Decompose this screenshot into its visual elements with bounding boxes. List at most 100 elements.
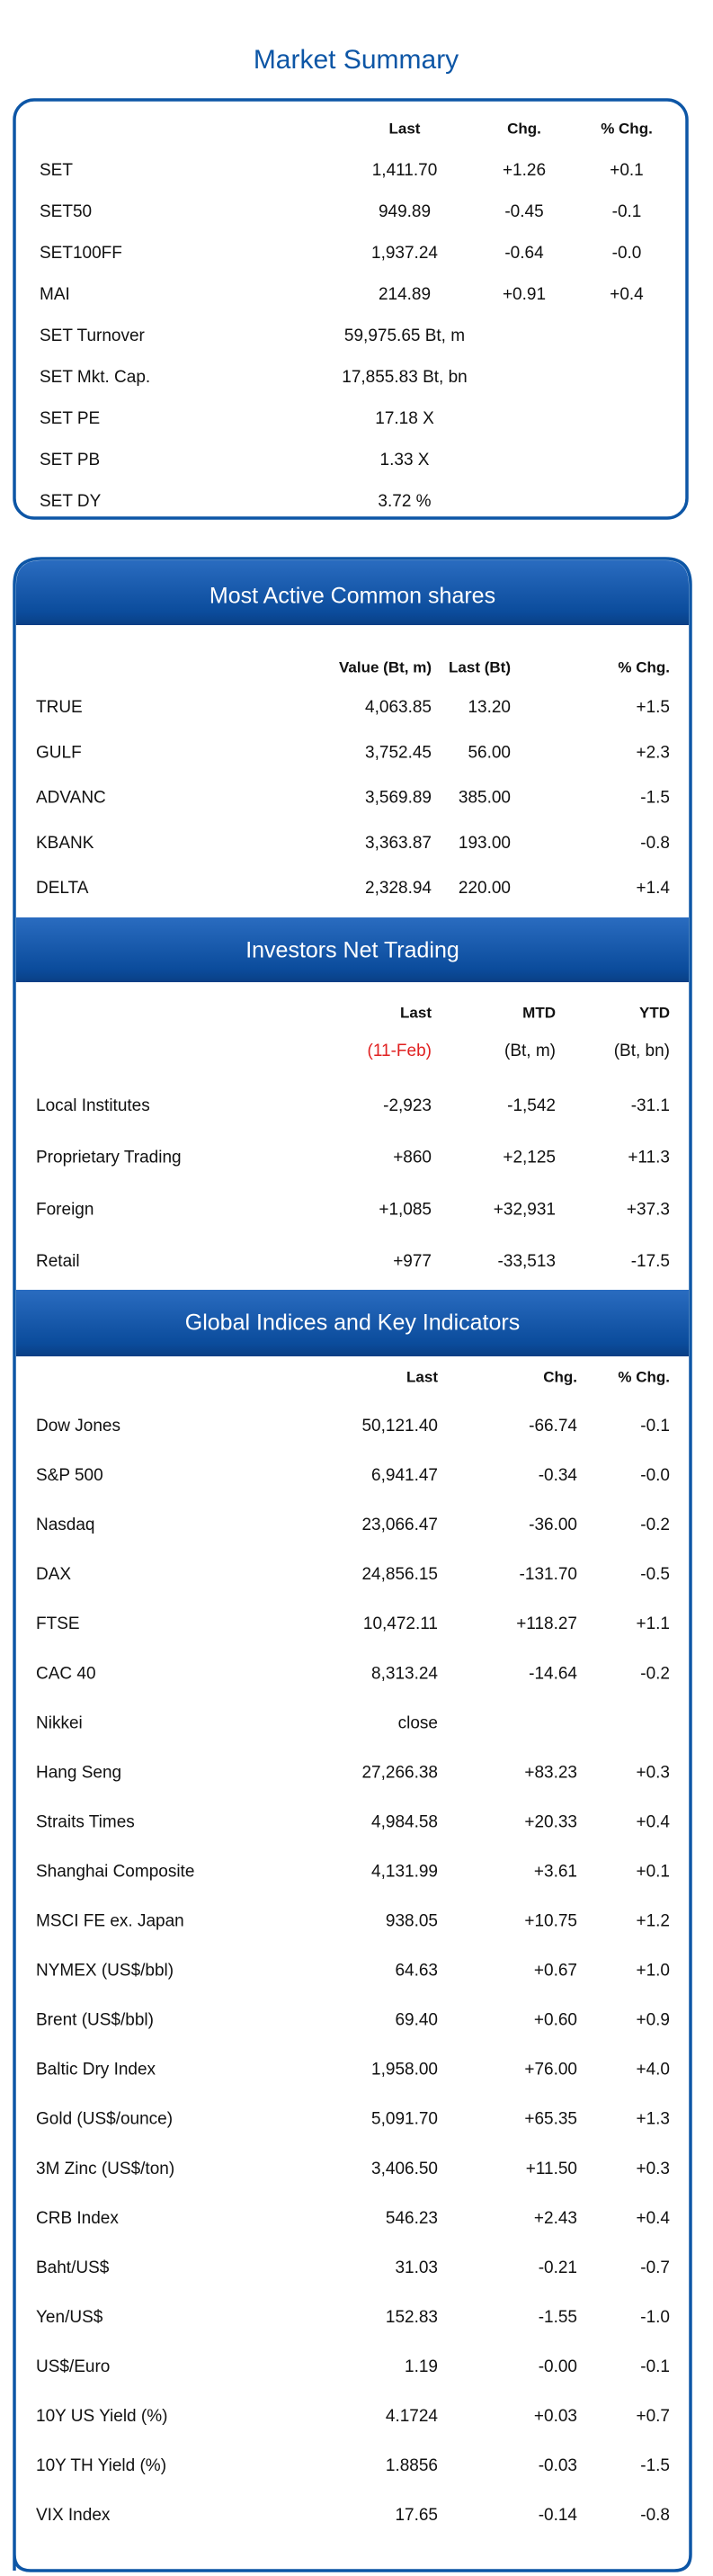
row-label: Proprietary Trading xyxy=(36,1149,182,1167)
cell: +11.3 xyxy=(628,1149,670,1167)
row-label: SET xyxy=(40,161,73,180)
row-label: Retail xyxy=(36,1252,80,1271)
column-header: Value (Bt, m) xyxy=(339,658,432,675)
cell: -0.64 xyxy=(504,244,544,263)
column-subheader: (Bt, m) xyxy=(504,1042,556,1060)
cell: +20.33 xyxy=(524,1812,577,1831)
row-label: Foreign xyxy=(36,1200,94,1219)
cell: 3,752.45 xyxy=(365,743,432,762)
cell: +1.26 xyxy=(503,161,546,180)
cell: 4,984.58 xyxy=(371,1812,438,1831)
column-header: Last (Bt) xyxy=(449,658,511,675)
cell: +1,085 xyxy=(379,1200,432,1219)
cell: 69.40 xyxy=(395,2011,438,2030)
cell: 13.20 xyxy=(468,698,511,717)
cell: +0.4 xyxy=(610,285,644,304)
cell: 152.83 xyxy=(386,2308,438,2327)
cell: 1.33 X xyxy=(380,451,430,470)
cell: +0.3 xyxy=(636,2160,670,2178)
cell: +1.0 xyxy=(636,1962,670,1981)
cell: +32,931 xyxy=(494,1200,556,1219)
cell: 3.72 % xyxy=(378,492,431,511)
column-header: Last xyxy=(389,120,421,137)
row-label: TRUE xyxy=(36,698,83,717)
cell: 6,941.47 xyxy=(371,1466,438,1485)
row-label: VIX Index xyxy=(36,2506,111,2525)
cell: +0.3 xyxy=(636,1763,670,1782)
column-header: Chg. xyxy=(543,1368,577,1385)
row-label: Shanghai Composite xyxy=(36,1862,194,1881)
cell: 50,121.40 xyxy=(361,1417,438,1436)
cell: 193.00 xyxy=(459,834,511,853)
band xyxy=(16,1290,689,1356)
row-label: SET DY xyxy=(40,492,102,511)
row-label: Dow Jones xyxy=(36,1417,120,1436)
row-label: 10Y US Yield (%) xyxy=(36,2407,167,2426)
cell: 5,091.70 xyxy=(371,2110,438,2129)
cell: +1.3 xyxy=(636,2110,670,2129)
row-label: Local Institutes xyxy=(36,1096,150,1115)
cell: 8,313.24 xyxy=(371,1664,438,1683)
cell: 1.19 xyxy=(405,2357,438,2376)
cell: +83.23 xyxy=(524,1763,577,1782)
row-label: SET Mkt. Cap. xyxy=(40,368,150,387)
cell: 10,472.11 xyxy=(363,1614,438,1633)
section-title: Most Active Common shares xyxy=(209,584,495,609)
row-label: SET50 xyxy=(40,202,92,221)
cell: -31.1 xyxy=(631,1096,670,1115)
row-label: CRB Index xyxy=(36,2209,119,2228)
cell: 3,363.87 xyxy=(365,834,432,853)
row-label: MSCI FE ex. Japan xyxy=(36,1912,184,1931)
cell: +0.4 xyxy=(636,2209,670,2228)
row-label: KBANK xyxy=(36,834,94,853)
cell: 214.89 xyxy=(379,285,431,304)
cell: +11.50 xyxy=(526,2160,577,2178)
cell: 2,328.94 xyxy=(365,879,432,898)
cell: +977 xyxy=(393,1252,432,1271)
cell: -2,923 xyxy=(383,1096,432,1115)
column-header: Chg. xyxy=(507,120,541,137)
row-label: ADVANC xyxy=(36,789,106,808)
cell: -0.0 xyxy=(612,244,642,263)
cell: +0.1 xyxy=(610,161,644,180)
column-header: % Chg. xyxy=(601,120,653,137)
cell: -0.0 xyxy=(640,1466,670,1485)
column-header: Last xyxy=(400,1004,432,1021)
row-label: Nikkei xyxy=(36,1713,83,1732)
cell: +2,125 xyxy=(503,1149,556,1167)
row-label: GULF xyxy=(36,743,82,762)
cell: -0.8 xyxy=(640,2506,670,2525)
cell: -1,542 xyxy=(507,1096,556,1115)
column-header: YTD xyxy=(639,1004,670,1021)
row-label: FTSE xyxy=(36,1614,80,1633)
cell: 17.65 xyxy=(395,2506,438,2525)
cell: 546.23 xyxy=(386,2209,438,2228)
band xyxy=(16,560,689,625)
cell: 59,975.65 Bt, m xyxy=(344,326,465,345)
cell: +37.3 xyxy=(627,1200,670,1219)
cell: -0.2 xyxy=(640,1516,670,1534)
cell: +0.91 xyxy=(503,285,546,304)
tables: Last Chg. % Chg. SET 1,411.70 +1.26 +0.1 SET50 9… xyxy=(36,120,670,2525)
cell: -131.70 xyxy=(520,1565,577,1584)
cell: -0.34 xyxy=(539,1466,578,1485)
cell: -0.7 xyxy=(640,2258,670,2277)
column-header: % Chg. xyxy=(618,1368,670,1385)
cell: 938.05 xyxy=(386,1912,438,1931)
cell: +0.7 xyxy=(636,2407,670,2426)
cell: -0.21 xyxy=(539,2258,577,2277)
cell: +2.43 xyxy=(534,2209,577,2228)
cell: 1.8856 xyxy=(386,2456,438,2475)
row-label: Baltic Dry Index xyxy=(36,2061,156,2080)
section-title: Investors Net Trading xyxy=(245,938,459,963)
cell: -1.55 xyxy=(539,2308,577,2327)
cell: 385.00 xyxy=(459,789,511,808)
row-label: Straits Times xyxy=(36,1812,135,1831)
cell: +0.9 xyxy=(636,2011,670,2030)
cell: 1,937.24 xyxy=(371,244,438,263)
row-label: Baht/US$ xyxy=(36,2258,110,2277)
cell: -0.1 xyxy=(640,1417,670,1436)
cell: -14.64 xyxy=(529,1664,577,1683)
cell: -0.1 xyxy=(640,2357,670,2376)
